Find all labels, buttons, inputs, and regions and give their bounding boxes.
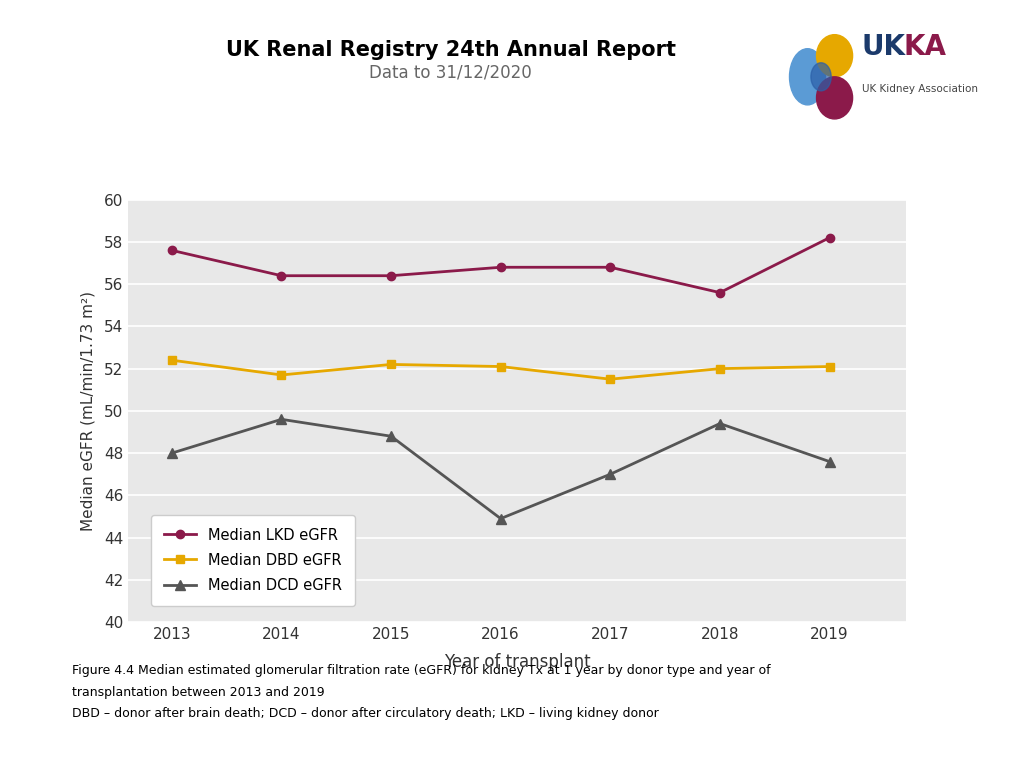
- Ellipse shape: [816, 77, 853, 119]
- Text: UK Renal Registry 24th Annual Report: UK Renal Registry 24th Annual Report: [225, 40, 676, 60]
- Y-axis label: Median eGFR (mL/min/1.73 m²): Median eGFR (mL/min/1.73 m²): [81, 291, 95, 531]
- Text: UK Kidney Association: UK Kidney Association: [861, 84, 978, 94]
- Text: KA: KA: [903, 33, 946, 61]
- Text: transplantation between 2013 and 2019: transplantation between 2013 and 2019: [72, 686, 325, 699]
- Ellipse shape: [790, 48, 825, 105]
- Text: Data to 31/12/2020: Data to 31/12/2020: [370, 64, 531, 82]
- Text: UK: UK: [861, 33, 905, 61]
- Legend: Median LKD eGFR, Median DBD eGFR, Median DCD eGFR: Median LKD eGFR, Median DBD eGFR, Median…: [151, 515, 355, 607]
- Text: DBD – donor after brain death; DCD – donor after circulatory death; LKD – living: DBD – donor after brain death; DCD – don…: [72, 707, 658, 720]
- Ellipse shape: [816, 35, 853, 77]
- Text: Figure 4.4 Median estimated glomerular filtration rate (eGFR) for kidney Tx at 1: Figure 4.4 Median estimated glomerular f…: [72, 664, 770, 677]
- Ellipse shape: [811, 63, 831, 91]
- X-axis label: Year of transplant: Year of transplant: [443, 653, 591, 671]
